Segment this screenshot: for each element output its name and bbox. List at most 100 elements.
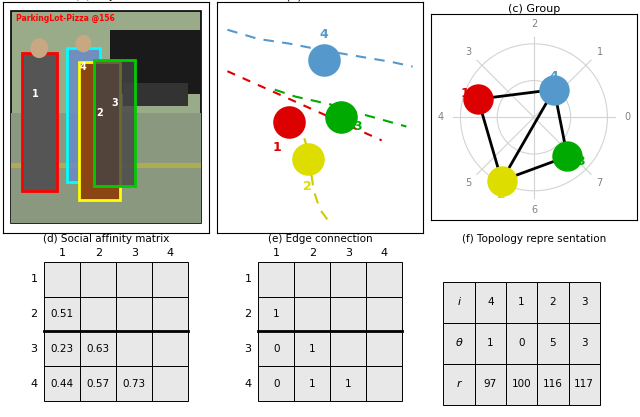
FancyBboxPatch shape [330, 261, 366, 296]
Text: 7: 7 [596, 178, 603, 188]
Point [335, 114, 346, 121]
Text: 1: 1 [273, 309, 280, 319]
Text: 3: 3 [345, 248, 352, 258]
Text: 0.57: 0.57 [87, 379, 110, 389]
Bar [22, 53, 57, 191]
Text: 1: 1 [59, 248, 66, 258]
Point [319, 56, 329, 63]
FancyBboxPatch shape [366, 332, 403, 367]
Text: 2: 2 [95, 248, 102, 258]
FancyBboxPatch shape [152, 261, 188, 296]
FancyBboxPatch shape [152, 367, 188, 401]
FancyBboxPatch shape [44, 367, 81, 401]
Text: 1: 1 [487, 338, 493, 348]
FancyBboxPatch shape [259, 261, 294, 296]
Point [497, 177, 507, 184]
Text: 2: 2 [244, 309, 252, 319]
FancyBboxPatch shape [537, 323, 568, 364]
FancyBboxPatch shape [330, 367, 366, 401]
Text: 2: 2 [497, 188, 506, 201]
Text: 0.73: 0.73 [123, 379, 146, 389]
Text: 0.44: 0.44 [51, 379, 74, 389]
Text: 2: 2 [550, 297, 556, 307]
FancyBboxPatch shape [366, 296, 403, 332]
Circle shape [31, 39, 47, 58]
FancyBboxPatch shape [537, 282, 568, 323]
FancyBboxPatch shape [506, 323, 537, 364]
Point [473, 96, 483, 103]
Title: (c) Group: (c) Group [508, 4, 560, 14]
Title: (f) Topology repre sentation: (f) Topology repre sentation [462, 234, 606, 244]
Text: 0: 0 [273, 344, 280, 354]
Text: 2: 2 [308, 248, 316, 258]
Text: 4: 4 [320, 28, 328, 41]
Text: 4: 4 [80, 62, 87, 72]
Text: 97: 97 [484, 379, 497, 389]
FancyBboxPatch shape [568, 323, 600, 364]
Text: 2: 2 [31, 309, 38, 319]
Text: 3: 3 [581, 338, 588, 348]
Text: 3: 3 [465, 47, 471, 57]
Text: 3: 3 [577, 155, 585, 168]
FancyBboxPatch shape [116, 261, 152, 296]
FancyBboxPatch shape [294, 367, 330, 401]
Text: 1: 1 [244, 274, 252, 284]
FancyBboxPatch shape [44, 332, 81, 367]
Text: 100: 100 [512, 379, 531, 389]
Text: 1: 1 [31, 274, 38, 284]
FancyBboxPatch shape [568, 282, 600, 323]
FancyBboxPatch shape [294, 332, 330, 367]
Text: 3: 3 [131, 248, 138, 258]
Text: 4: 4 [487, 297, 493, 307]
Text: 1: 1 [460, 87, 469, 100]
Point [562, 153, 572, 160]
Text: 0.51: 0.51 [51, 309, 74, 319]
Text: 0: 0 [273, 379, 280, 389]
FancyBboxPatch shape [568, 364, 600, 404]
Bar [22, 53, 57, 191]
FancyBboxPatch shape [475, 282, 506, 323]
Text: 4: 4 [550, 70, 559, 83]
Text: 0.63: 0.63 [87, 344, 110, 354]
Title: (b) Tracklets: (b) Tracklets [285, 0, 355, 1]
FancyBboxPatch shape [116, 367, 152, 401]
Text: 1: 1 [273, 141, 281, 154]
FancyBboxPatch shape [116, 296, 152, 332]
FancyBboxPatch shape [475, 364, 506, 404]
FancyBboxPatch shape [475, 323, 506, 364]
FancyBboxPatch shape [44, 261, 81, 296]
Text: 3: 3 [31, 344, 38, 354]
Text: 2: 2 [531, 19, 537, 29]
Title: (d) Social affinity matrix: (d) Social affinity matrix [43, 234, 169, 244]
Bar [110, 30, 201, 94]
FancyBboxPatch shape [259, 332, 294, 367]
Text: 6: 6 [531, 206, 537, 215]
Text: 5: 5 [550, 338, 556, 348]
Text: 3: 3 [353, 120, 362, 133]
FancyBboxPatch shape [81, 367, 116, 401]
FancyBboxPatch shape [330, 332, 366, 367]
Bar [122, 83, 188, 106]
Text: 3: 3 [581, 297, 588, 307]
FancyBboxPatch shape [506, 282, 537, 323]
Text: 1: 1 [309, 379, 316, 389]
FancyBboxPatch shape [81, 261, 116, 296]
Text: 117: 117 [574, 379, 594, 389]
FancyBboxPatch shape [444, 323, 475, 364]
Text: 1: 1 [309, 344, 316, 354]
FancyBboxPatch shape [444, 364, 475, 404]
Text: 4: 4 [381, 248, 388, 258]
Point [549, 86, 559, 93]
FancyBboxPatch shape [330, 296, 366, 332]
Title: (e) Edge connection: (e) Edge connection [268, 234, 372, 244]
FancyBboxPatch shape [537, 364, 568, 404]
Text: 2: 2 [97, 108, 103, 118]
Text: 4: 4 [438, 112, 444, 122]
Bar [79, 62, 120, 200]
Bar [12, 113, 201, 224]
Text: 4: 4 [244, 379, 252, 389]
Text: 4: 4 [167, 248, 174, 258]
Text: 2: 2 [303, 180, 312, 193]
FancyBboxPatch shape [152, 332, 188, 367]
Bar [67, 48, 100, 182]
